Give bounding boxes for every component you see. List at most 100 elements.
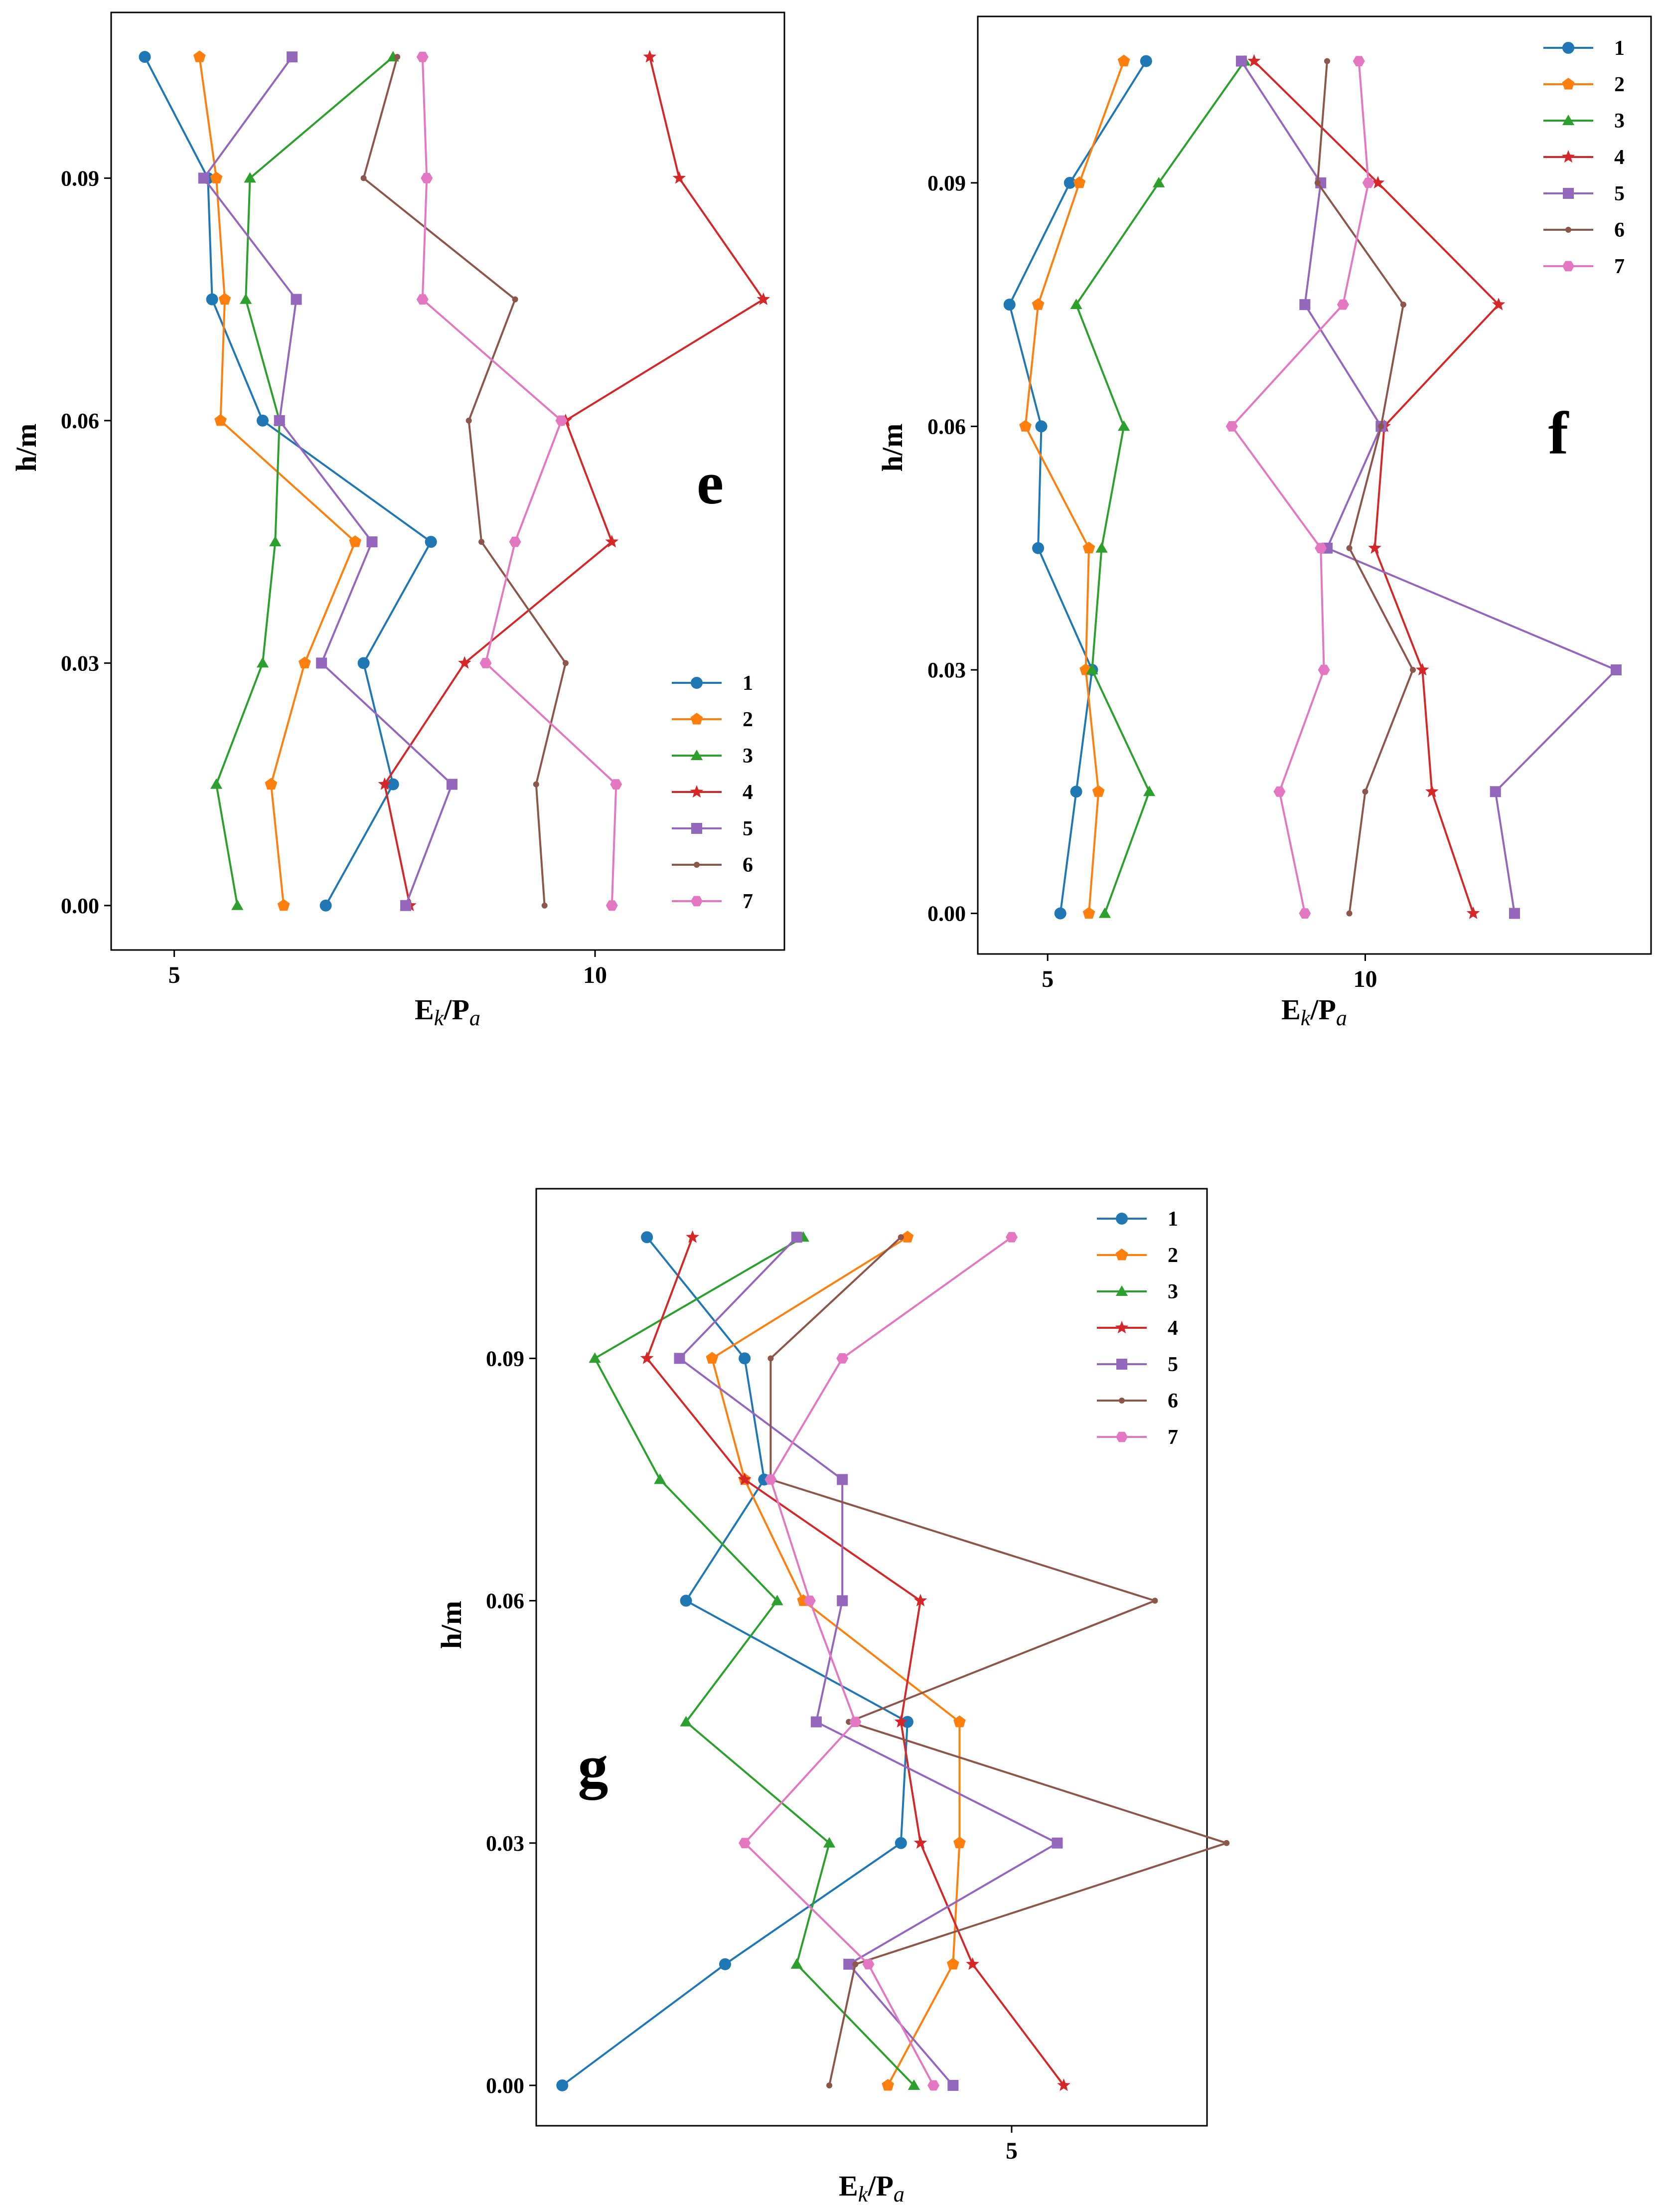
data-point-1 bbox=[1140, 55, 1152, 67]
data-point-6 bbox=[1362, 789, 1368, 795]
data-point-3 bbox=[771, 1594, 783, 1605]
data-point-5 bbox=[287, 51, 298, 63]
data-point-6 bbox=[1346, 910, 1353, 917]
data-point-1 bbox=[739, 1352, 751, 1365]
data-point-3 bbox=[790, 1958, 803, 1969]
data-point-6 bbox=[852, 1961, 859, 1967]
legend-label-2: 2 bbox=[743, 708, 753, 731]
legend-marker-7 bbox=[1116, 1431, 1128, 1442]
data-point-2 bbox=[193, 50, 206, 62]
data-point-3 bbox=[823, 1837, 836, 1848]
series-line-4 bbox=[383, 56, 764, 906]
data-point-3 bbox=[1153, 176, 1165, 187]
data-point-4 bbox=[913, 1836, 927, 1849]
x-axis-label: Ek/Pa bbox=[839, 2170, 905, 2207]
data-point-3 bbox=[1098, 907, 1111, 918]
data-point-2 bbox=[706, 1352, 719, 1364]
data-point-4 bbox=[1247, 54, 1261, 67]
legend-label-4: 4 bbox=[1168, 1317, 1178, 1340]
legend-marker-4 bbox=[690, 785, 704, 798]
data-point-3 bbox=[908, 2079, 920, 2090]
data-point-5 bbox=[198, 172, 209, 184]
data-point-2 bbox=[1117, 54, 1130, 67]
series-line-7 bbox=[744, 1236, 1013, 2086]
data-point-2 bbox=[1073, 176, 1086, 188]
data-point-1 bbox=[1035, 420, 1048, 433]
legend-marker-7 bbox=[1562, 261, 1574, 272]
legend-marker-7 bbox=[691, 896, 703, 907]
series-2 bbox=[193, 50, 362, 911]
data-point-7 bbox=[849, 1717, 862, 1727]
legend-label-4: 4 bbox=[1614, 146, 1625, 169]
x-tick-label: 10 bbox=[583, 962, 607, 988]
data-point-7 bbox=[479, 658, 492, 668]
y-tick-label: 0.00 bbox=[927, 902, 966, 926]
data-point-7 bbox=[1353, 56, 1365, 66]
data-point-2 bbox=[299, 656, 311, 668]
data-point-2 bbox=[1082, 907, 1095, 919]
y-axis-label: h/m bbox=[10, 424, 42, 472]
y-tick-label: 0.06 bbox=[486, 1589, 524, 1613]
data-point-2 bbox=[1082, 541, 1095, 554]
data-point-6 bbox=[533, 781, 539, 788]
legend-marker-5 bbox=[1563, 188, 1574, 199]
data-point-6 bbox=[1378, 423, 1384, 430]
data-point-5 bbox=[837, 1474, 848, 1485]
y-axis-label: h/m bbox=[876, 424, 909, 472]
x-tick-label: 10 bbox=[1353, 966, 1377, 992]
plot-frame bbox=[110, 11, 785, 951]
y-tick-label: 0.03 bbox=[927, 658, 966, 682]
data-point-7 bbox=[1273, 786, 1286, 797]
data-point-5 bbox=[291, 294, 302, 305]
legend-marker-3 bbox=[1115, 1285, 1128, 1296]
data-point-6 bbox=[512, 296, 518, 303]
data-point-3 bbox=[1086, 664, 1098, 674]
series-line-5 bbox=[202, 56, 453, 906]
data-point-7 bbox=[1362, 177, 1374, 188]
data-point-3 bbox=[240, 293, 252, 304]
data-point-7 bbox=[927, 2080, 940, 2091]
series-line-4 bbox=[646, 1237, 1065, 2086]
data-point-4 bbox=[1415, 663, 1429, 676]
legend-marker-6 bbox=[694, 862, 700, 868]
data-point-5 bbox=[274, 415, 285, 426]
x-tick-label: 5 bbox=[1006, 2138, 1018, 2164]
y-tick-label: 0.03 bbox=[486, 1831, 524, 1856]
series-5 bbox=[198, 51, 457, 911]
data-point-6 bbox=[1400, 302, 1406, 308]
panel-label: e bbox=[697, 450, 724, 517]
series-line-1 bbox=[1008, 60, 1147, 914]
data-point-7 bbox=[1006, 1232, 1018, 1243]
data-point-2 bbox=[218, 293, 231, 305]
data-point-1 bbox=[357, 657, 370, 669]
data-point-7 bbox=[416, 294, 429, 305]
legend-marker-6 bbox=[1565, 227, 1571, 233]
chart-panel-g: 0.00 0.03 0.06 0.09 5 h/m Ek/Pa 1 2 3 4 5 6 7 g bbox=[435, 1188, 1230, 2207]
data-point-4 bbox=[686, 1230, 699, 1243]
data-point-2 bbox=[953, 1715, 966, 1728]
series-6 bbox=[1314, 58, 1416, 917]
data-point-7 bbox=[509, 536, 521, 547]
legend-label-1: 1 bbox=[743, 672, 753, 695]
data-point-1 bbox=[1063, 176, 1076, 189]
data-point-2 bbox=[901, 1231, 914, 1243]
legend-label-5: 5 bbox=[1168, 1353, 1178, 1376]
data-point-1 bbox=[901, 1716, 913, 1728]
data-point-4 bbox=[738, 1472, 752, 1485]
data-point-3 bbox=[244, 172, 256, 183]
plot-frame bbox=[977, 15, 1652, 955]
y-tick-label: 0.09 bbox=[927, 171, 966, 195]
data-point-5 bbox=[1490, 786, 1501, 797]
data-point-6 bbox=[1346, 545, 1353, 551]
y-tick-label: 0.09 bbox=[486, 1346, 524, 1371]
data-point-2 bbox=[349, 535, 362, 547]
data-point-7 bbox=[739, 1838, 751, 1849]
data-point-1 bbox=[1003, 299, 1016, 311]
data-point-4 bbox=[378, 777, 392, 790]
legend-label-3: 3 bbox=[743, 745, 753, 768]
data-point-6 bbox=[1324, 58, 1330, 64]
data-point-3 bbox=[1070, 299, 1082, 310]
data-point-4 bbox=[1057, 2078, 1070, 2091]
data-point-1 bbox=[319, 899, 332, 912]
data-point-1 bbox=[1070, 786, 1082, 798]
